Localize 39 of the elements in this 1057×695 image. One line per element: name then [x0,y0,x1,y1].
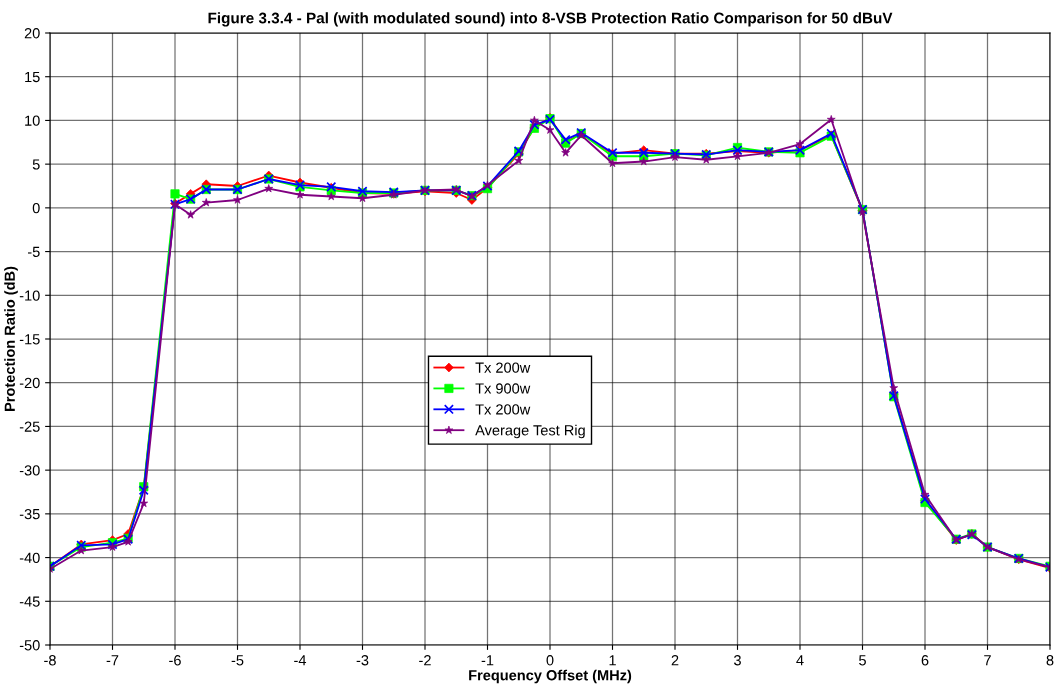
x-tick-label: 5 [859,655,866,666]
y-tick-label: -40 [19,552,40,563]
legend-label: Tx 200w [475,404,531,415]
y-tick-label: 20 [24,28,40,39]
y-tick-label: -20 [19,377,40,389]
x-tick-label: 8 [1046,655,1054,666]
x-tick-label: -3 [356,655,369,666]
x-tick-label: 7 [984,655,991,666]
y-tick-label: -25 [19,421,40,432]
y-tick-label: 0 [32,202,40,214]
x-tick-label: 6 [921,655,929,666]
x-tick-label: -2 [419,655,431,666]
y-tick-label: -30 [19,465,40,476]
x-tick-label: -8 [44,655,56,666]
y-axis-title: Protection Ratio (dB) [4,266,18,411]
legend-label: Tx 900w [475,383,531,394]
y-tick-label: -35 [19,508,40,520]
legend-label: Average Test Rig [475,424,585,439]
x-tick-label: 2 [671,655,679,666]
y-tick-label: -10 [19,290,40,301]
y-tick-label: -5 [27,246,40,257]
x-tick-label: -4 [294,655,307,666]
y-tick-label: 5 [32,159,40,170]
chart-title: Figure 3.3.4 - Pal (with modulated sound) into 8-VSB Protection Ratio Comparison for 50 dBuV [208,12,893,27]
y-tick-label: -50 [19,640,40,651]
x-tick-label: 3 [734,655,741,666]
x-tick-label: -7 [106,655,119,666]
x-tick-label: -6 [169,655,181,666]
x-tick-label: 0 [546,655,554,666]
x-tick-label: 4 [796,655,804,666]
legend-label: Tx 200w [475,362,531,373]
x-tick-label: -5 [231,655,244,666]
y-tick-label: 10 [25,115,40,126]
x-tick-label: -1 [481,655,494,666]
y-tick-label: -15 [19,334,40,345]
x-axis-title: Frequency Offset (MHz) [469,669,632,684]
x-tick-label: 1 [609,655,616,666]
y-tick-label: -45 [19,596,40,607]
y-tick-label: 15 [25,71,40,83]
